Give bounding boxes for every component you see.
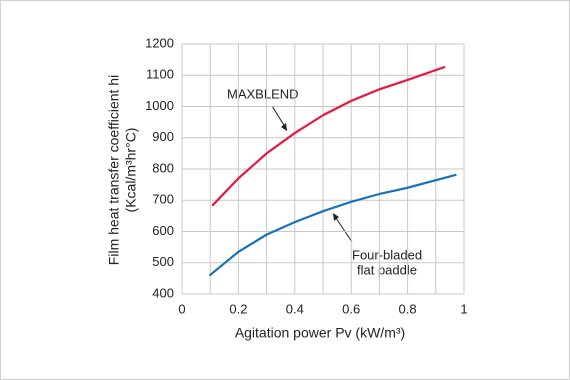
y-tick-label: 1100: [146, 67, 174, 82]
data-line: [211, 66, 446, 207]
x-tick-label: 0.4: [286, 301, 304, 316]
y-tick-label: 1000: [145, 98, 174, 113]
x-tick-label: 0: [178, 301, 185, 316]
y-axis-label: Film heat transfer coefficient hi (Kcal/…: [106, 75, 139, 265]
arrow-head: [281, 123, 287, 131]
x-tick-label: 0.8: [399, 301, 417, 316]
x-axis-label: Agitation power Pv (kW/m³): [235, 325, 405, 341]
data-line: [209, 173, 457, 277]
arrow-head: [333, 213, 339, 221]
y-tick-label: 800: [152, 160, 174, 175]
x-tick-label: 1: [460, 301, 467, 316]
series-label: flat paddle: [357, 262, 417, 277]
y-axis-label-line: (Kcal/m³hr°C): [123, 128, 139, 213]
y-tick-label: 400: [152, 285, 174, 300]
x-tick-label: 0.6: [342, 301, 360, 316]
series-label: MAXBLEND: [227, 86, 299, 101]
y-tick-label: 900: [152, 129, 174, 144]
y-tick-label: 600: [152, 223, 174, 238]
y-axis-label-line: Film heat transfer coefficient hi: [106, 75, 122, 265]
annotation-arrow: [333, 214, 353, 243]
y-tick-label: 500: [152, 254, 174, 269]
series-label: Four-bladed: [352, 247, 422, 262]
x-tick-label: 0.2: [229, 301, 247, 316]
y-tick-label: 1200: [145, 35, 174, 50]
y-tick-label: 700: [152, 192, 174, 207]
